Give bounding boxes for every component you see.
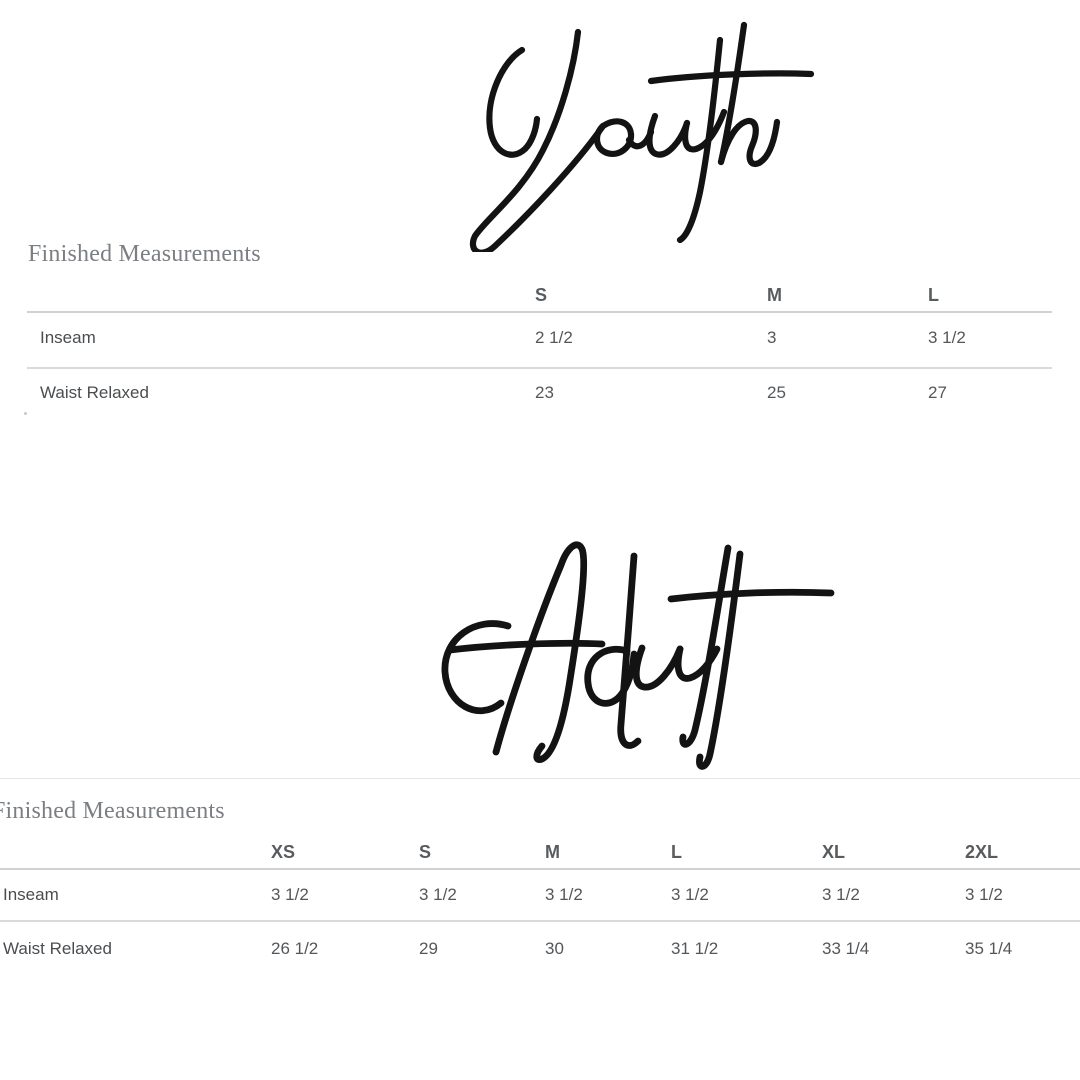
youth-row-divider xyxy=(27,367,1052,369)
youth-waist-s: 23 xyxy=(535,383,554,402)
speck xyxy=(24,412,27,415)
adult-measurements-title: Finished Measurements xyxy=(0,798,225,824)
adult-row-label-inseam: Inseam xyxy=(3,885,59,904)
youth-inseam-m: 3 xyxy=(767,328,777,347)
adult-waist-xs: 26 1/2 xyxy=(271,939,319,958)
adult-col-header-xs: XS xyxy=(271,842,296,862)
adult-col-header-xl: XL xyxy=(822,842,846,862)
adult-col-header-l: L xyxy=(671,842,682,862)
youth-waist-l: 27 xyxy=(928,383,947,402)
adult-inseam-m: 3 1/2 xyxy=(545,885,583,904)
adult-row-divider xyxy=(0,920,1080,922)
adult-waist-xl: 33 1/4 xyxy=(822,939,870,958)
adult-inseam-l: 3 1/2 xyxy=(671,885,709,904)
adult-inseam-s: 3 1/2 xyxy=(419,885,457,904)
youth-row-label-waist: Waist Relaxed xyxy=(40,383,149,402)
adult-col-header-2xl: 2XL xyxy=(965,842,999,862)
youth-waist-m: 25 xyxy=(767,383,786,402)
youth-col-header-s: S xyxy=(535,285,548,305)
adult-inseam-xl: 3 1/2 xyxy=(822,885,860,904)
adult-waist-m: 30 xyxy=(545,939,564,958)
youth-row-label-inseam: Inseam xyxy=(40,328,96,347)
adult-waist-s: 29 xyxy=(419,939,438,958)
adult-section-rule xyxy=(0,778,1080,779)
youth-header-rule xyxy=(27,311,1052,313)
youth-inseam-s: 2 1/2 xyxy=(535,328,573,347)
adult-heading-script xyxy=(441,541,835,770)
adult-inseam-2xl: 3 1/2 xyxy=(965,885,1003,904)
adult-waist-l: 31 1/2 xyxy=(671,939,719,958)
adult-waist-2xl: 35 1/4 xyxy=(965,939,1013,958)
adult-col-header-m: M xyxy=(545,842,560,862)
youth-col-header-m: M xyxy=(767,285,782,305)
adult-header-rule xyxy=(0,868,1080,870)
youth-inseam-l: 3 1/2 xyxy=(928,328,966,347)
adult-row-label-waist: Waist Relaxed xyxy=(3,939,112,958)
youth-col-header-l: L xyxy=(928,285,939,305)
adult-col-header-s: S xyxy=(419,842,432,862)
youth-measurements-title: Finished Measurements xyxy=(28,241,261,267)
youth-heading-script xyxy=(469,21,815,252)
adult-inseam-xs: 3 1/2 xyxy=(271,885,309,904)
